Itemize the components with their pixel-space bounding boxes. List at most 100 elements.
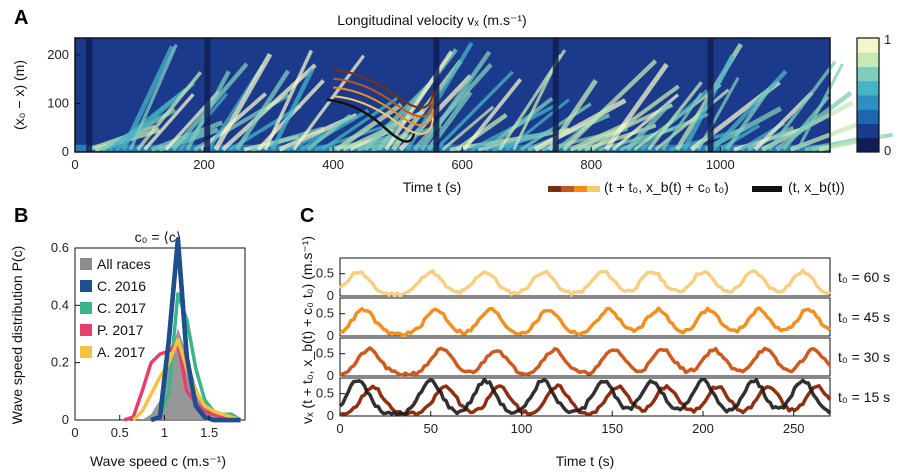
heatmap-stripe bbox=[321, 96, 399, 151]
y-tick-label: 0 bbox=[327, 328, 334, 343]
colorbar-segment bbox=[857, 66, 879, 82]
heatmap-stripe bbox=[725, 88, 771, 151]
panel-a-title: Longitudinal velocity vₓ (m.s⁻¹) bbox=[337, 12, 526, 28]
wave-speed-distribution-plot: 0 0.5 1 1.5 0 0.2 0.4 0.6 All races C. 2016 C. 201… bbox=[51, 237, 246, 440]
heatmap-break bbox=[552, 38, 559, 152]
colorbar-segment bbox=[857, 123, 879, 139]
heatmap-stripe bbox=[128, 44, 178, 151]
heatmap-stripe bbox=[213, 52, 273, 151]
heatmap-stripe bbox=[561, 59, 658, 152]
heatmap-stripe bbox=[143, 93, 195, 151]
x-tick-label: 0.5 bbox=[111, 425, 129, 440]
heatmap-break bbox=[86, 38, 93, 152]
x-tick-label: 200 bbox=[692, 421, 714, 436]
heatmap-stripe bbox=[661, 92, 703, 151]
y-tick-label: 0.5 bbox=[316, 386, 334, 401]
shifted-velocity-line bbox=[339, 383, 832, 417]
row-label: t₀ = 15 s bbox=[838, 389, 890, 405]
heatmap-stripe bbox=[512, 54, 562, 151]
shifted-velocity-line bbox=[338, 268, 832, 298]
velocity-time-series: 0 0.5 t₀ = 60 s 0 0.5 t₀ = 45 s 0 0.5 t₀ = 30 s 0… bbox=[316, 257, 890, 436]
heatmap-stripe bbox=[696, 76, 740, 151]
x-tick-label: 200 bbox=[193, 157, 215, 172]
heatmap-break bbox=[707, 38, 714, 152]
colorbar-segment bbox=[857, 137, 879, 153]
reference-trajectory bbox=[326, 98, 416, 143]
y-tick-label: 0.6 bbox=[51, 240, 69, 255]
colorbar-min-label: 0 bbox=[884, 143, 891, 158]
colorbar-segment bbox=[857, 80, 879, 96]
heatmap-break bbox=[433, 38, 440, 152]
heatmap-stripe bbox=[434, 70, 514, 151]
panel-a-ylabel: (x₀ − x) (m) bbox=[11, 60, 27, 130]
x-tick-label: 400 bbox=[322, 157, 344, 172]
heatmap-stripe bbox=[796, 63, 844, 151]
x-tick-label: 0 bbox=[71, 425, 78, 440]
row-frame bbox=[339, 297, 831, 337]
row-frame bbox=[339, 257, 831, 297]
panel-letter-b: B bbox=[14, 205, 28, 227]
panel-b-xlabel: Wave speed c (m.s⁻¹) bbox=[90, 453, 226, 469]
y-tick-label: 0 bbox=[327, 368, 334, 383]
y-tick-label: 100 bbox=[47, 95, 69, 110]
colorbar-frame bbox=[856, 37, 880, 153]
x-tick-label: 0 bbox=[336, 421, 343, 436]
panel-letter-c: C bbox=[300, 205, 314, 227]
y-tick-label: 0 bbox=[327, 288, 334, 303]
legend-label: P. 2017 bbox=[97, 322, 144, 338]
row-label: t₀ = 45 s bbox=[838, 309, 890, 325]
heatmap-stripe bbox=[136, 71, 203, 151]
heatmap-stripe bbox=[604, 62, 669, 151]
heatmap-stripe bbox=[419, 50, 492, 151]
legend-shifted-label: (t + t₀, x_b(t) + c₀ t₀) bbox=[604, 179, 729, 195]
heatmap-stripe bbox=[270, 67, 315, 151]
x-tick-label: 0 bbox=[71, 157, 78, 172]
heatmap-stripe bbox=[263, 49, 313, 151]
y-tick-label: 0.5 bbox=[316, 266, 334, 281]
y-tick-label: 0.5 bbox=[316, 346, 334, 361]
legend-shifted-segment bbox=[548, 186, 561, 192]
legend-swatch bbox=[80, 346, 92, 358]
heatmap-stripe bbox=[306, 113, 352, 151]
heatmap-break bbox=[204, 38, 211, 152]
colorbar-segment bbox=[857, 38, 879, 53]
heatmap-stripe bbox=[405, 42, 474, 151]
velocity-heatmap bbox=[75, 38, 894, 152]
shifted-trajectory bbox=[333, 95, 435, 135]
y-tick-label: 0 bbox=[327, 408, 334, 423]
heatmap-stripe bbox=[462, 78, 523, 151]
shifted-velocity-line bbox=[339, 346, 832, 377]
panel-b-title: c₀ = ⟨c⟩ bbox=[135, 229, 182, 245]
heatmap-stripe bbox=[292, 54, 365, 151]
shifted-trajectory bbox=[333, 86, 435, 127]
heatmap-stripe bbox=[235, 69, 291, 151]
heatmap-stripe bbox=[718, 124, 761, 152]
y-tick-label: 0 bbox=[62, 412, 69, 427]
legend-label: C. 2017 bbox=[97, 300, 146, 316]
x-tick-label: 150 bbox=[601, 421, 623, 436]
panel-c-ylabel: vₓ (t + t₀, x_b(t) + c₀ t₀) (m.s⁻¹) bbox=[299, 236, 315, 424]
series-line-p-2017 bbox=[123, 340, 241, 422]
heatmap-stripe bbox=[647, 81, 703, 151]
heatmap-stripe bbox=[455, 113, 508, 152]
shifted-trajectory bbox=[333, 77, 435, 118]
legend-shifted-segment bbox=[561, 186, 574, 192]
row-frame bbox=[339, 337, 831, 377]
x-tick-label: 1 bbox=[161, 425, 168, 440]
heatmap-stripe bbox=[441, 105, 495, 151]
row-label: t₀ = 30 s bbox=[838, 349, 890, 365]
panel-a-xlabel: Time t (s) bbox=[403, 179, 462, 195]
legend-shifted-segment bbox=[574, 186, 587, 192]
legend-swatch bbox=[80, 258, 92, 270]
heatmap-stripe bbox=[569, 122, 627, 152]
legend-swatch bbox=[80, 280, 92, 292]
x-tick-label: 600 bbox=[451, 157, 473, 172]
series-line-c-2016-top bbox=[150, 237, 241, 423]
y-tick-label: 0.5 bbox=[316, 306, 334, 321]
heatmap-stripe bbox=[590, 84, 680, 152]
reference-velocity-line bbox=[338, 377, 832, 417]
heatmap-stripe bbox=[625, 102, 671, 152]
panel-a-axes: 0 200 400 600 800 1000 0 100 200 bbox=[47, 47, 734, 172]
colorbar-segment bbox=[857, 95, 879, 110]
panel-c-xlabel: Time t (s) bbox=[556, 453, 615, 469]
